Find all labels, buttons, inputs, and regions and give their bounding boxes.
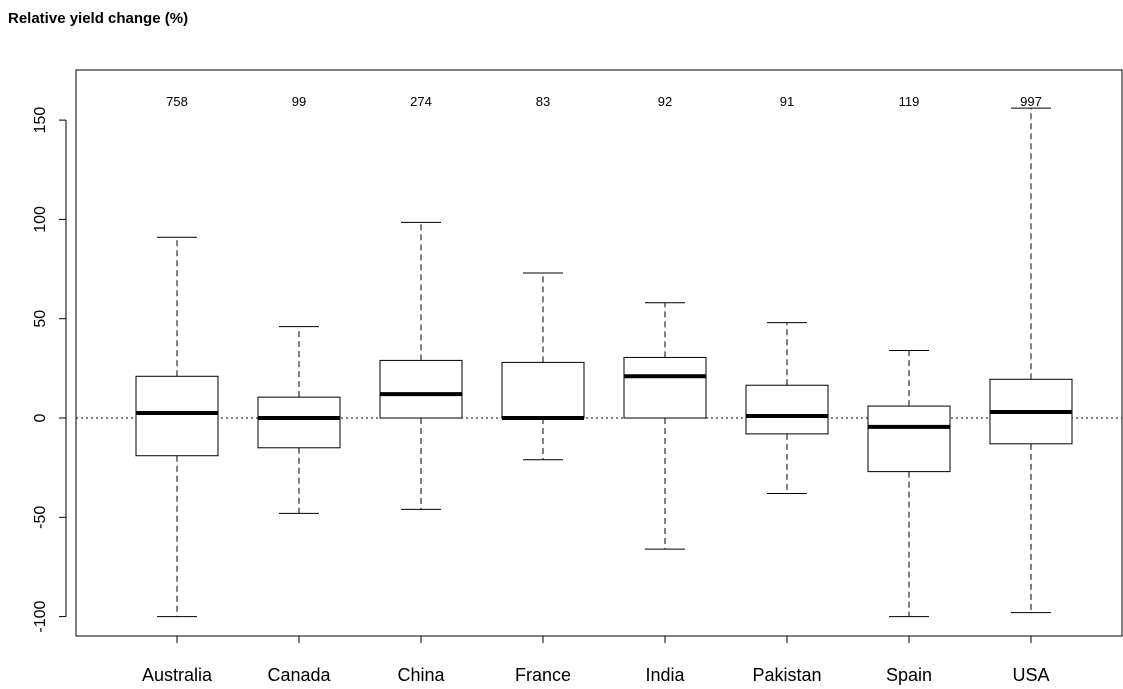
sample-size-label: 92 [658,94,672,109]
box-france [501,272,585,461]
box-australia [135,236,219,618]
y-tick-label: -100 [32,600,49,632]
iqr-box [135,375,219,457]
iqr-box [623,356,707,419]
box-china [379,221,463,510]
y-tick-label: 150 [32,107,49,134]
chart-title: Relative yield change (%) [8,10,189,27]
sample-size-label: 997 [1020,94,1042,109]
box-canada [257,326,341,514]
x-tick-label: USA [1012,665,1049,685]
plot-frame [75,69,1123,637]
x-tick-label: Canada [267,665,331,685]
iqr-box [745,384,829,435]
box-usa [989,107,1073,614]
sample-size-label: 274 [410,94,432,109]
box-pakistan [745,322,829,494]
y-tick-label: 0 [32,413,49,422]
sample-size-label: 758 [166,94,188,109]
x-tick-label: Pakistan [752,665,821,685]
iqr-box [867,405,951,473]
iqr-box [501,361,585,419]
y-tick-label: 50 [32,310,49,328]
sample-size-label: 83 [536,94,550,109]
box-spain [867,349,951,618]
y-tick-label: -50 [32,506,49,529]
y-tick-label: 100 [32,206,49,233]
x-tick-label: China [397,665,445,685]
iqr-box [257,396,341,449]
sample-size-label: 99 [292,94,306,109]
sample-size-label: 91 [780,94,794,109]
x-tick-label: Spain [886,665,932,685]
iqr-box [379,359,463,419]
x-tick-label: France [515,665,571,685]
box-india [623,302,707,550]
x-tick-label: Australia [142,665,213,685]
sample-size-label: 119 [899,94,920,109]
x-tick-label: India [645,665,685,685]
